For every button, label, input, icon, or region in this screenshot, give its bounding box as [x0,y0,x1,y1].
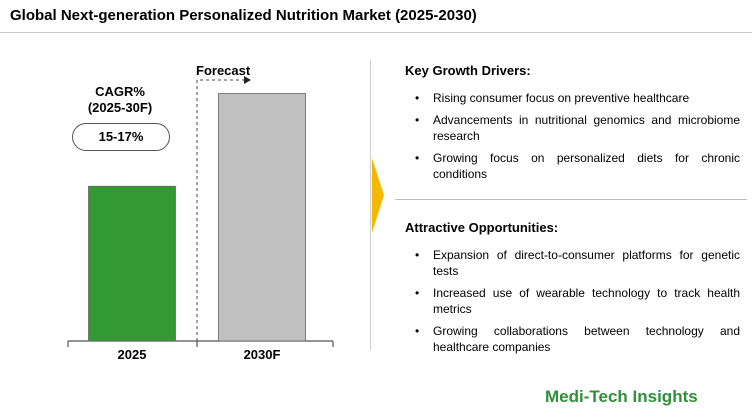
cagr-value-badge: 15-17% [72,123,170,151]
list-item: Growing focus on personalized diets for … [405,150,740,182]
opportunities-section: Attractive Opportunities: Expansion of d… [405,220,740,361]
bar-2030f [218,93,306,342]
section-separator [395,199,747,200]
cagr-label-line1: CAGR% [95,84,145,99]
bar-2025 [88,185,176,342]
brand-logo-text: Medi-Tech Insights [545,387,698,406]
list-item: Increased use of wearable technology to … [405,285,740,317]
growth-drivers-section: Key Growth Drivers: Rising consumer focu… [405,63,740,188]
growth-drivers-title: Key Growth Drivers: [405,63,531,78]
growth-drivers-list: Rising consumer focus on preventive heal… [405,90,740,182]
chevron-arrow-icon [372,158,384,233]
cagr-label-line2: (2025-30F) [87,100,153,115]
list-item: Advancements in nutritional genomics and… [405,112,740,144]
vertical-divider [370,60,371,350]
list-item: Growing collaborations between technolog… [405,323,740,355]
forecast-label: Forecast [196,63,251,78]
forecast-bracket [196,79,244,341]
page-title: Global Next-generation Personalized Nutr… [10,7,477,24]
opportunities-list: Expansion of direct-to-consumer platform… [405,247,740,355]
title-underline [0,32,752,33]
x-tick-label: 2025 [118,347,147,362]
cagr-label: CAGR% (2025-30F) [70,84,170,116]
list-item: Expansion of direct-to-consumer platform… [405,247,740,279]
list-item: Rising consumer focus on preventive heal… [405,90,740,106]
forecast-arrowhead [244,76,251,84]
x-tick-label: 2030F [244,347,281,362]
opportunities-title: Attractive Opportunities: [405,220,559,235]
